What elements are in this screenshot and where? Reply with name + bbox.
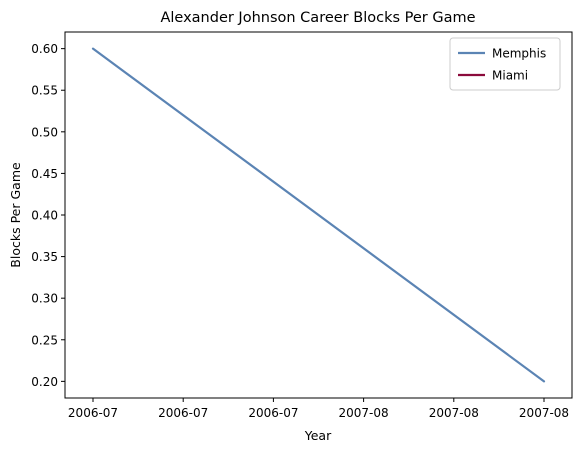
plot-area <box>91 47 546 383</box>
x-tick-label: 2007-08 <box>339 406 389 420</box>
y-axis-label: Blocks Per Game <box>8 162 23 268</box>
legend: Memphis Miami <box>449 37 561 91</box>
x-tick-label: 2007-08 <box>429 406 479 420</box>
legend-label-miami: Miami <box>492 69 528 83</box>
y-tick-label: 0.55 <box>31 84 58 98</box>
x-tick-label: 2006-07 <box>248 406 298 420</box>
x-axis-label: Year <box>304 428 332 443</box>
legend-label-memphis: Memphis <box>492 47 546 61</box>
legend-box <box>449 37 561 91</box>
y-tick-label: 0.50 <box>31 125 58 139</box>
y-tick-label: 0.30 <box>31 292 58 306</box>
y-tick-label: 0.40 <box>31 209 58 223</box>
y-tick-label: 0.60 <box>31 42 58 56</box>
chart-title: Alexander Johnson Career Blocks Per Game <box>160 10 475 26</box>
y-tick-label: 0.35 <box>31 250 58 264</box>
y-tick-label: 0.25 <box>31 333 58 347</box>
y-tick-label: 0.45 <box>31 167 58 181</box>
x-tick-label: 2007-08 <box>519 406 569 420</box>
series-line-memphis <box>91 47 546 383</box>
y-tick-label: 0.20 <box>31 375 58 389</box>
x-tick-label: 2006-07 <box>158 406 208 420</box>
x-tick-label: 2006-07 <box>68 406 118 420</box>
